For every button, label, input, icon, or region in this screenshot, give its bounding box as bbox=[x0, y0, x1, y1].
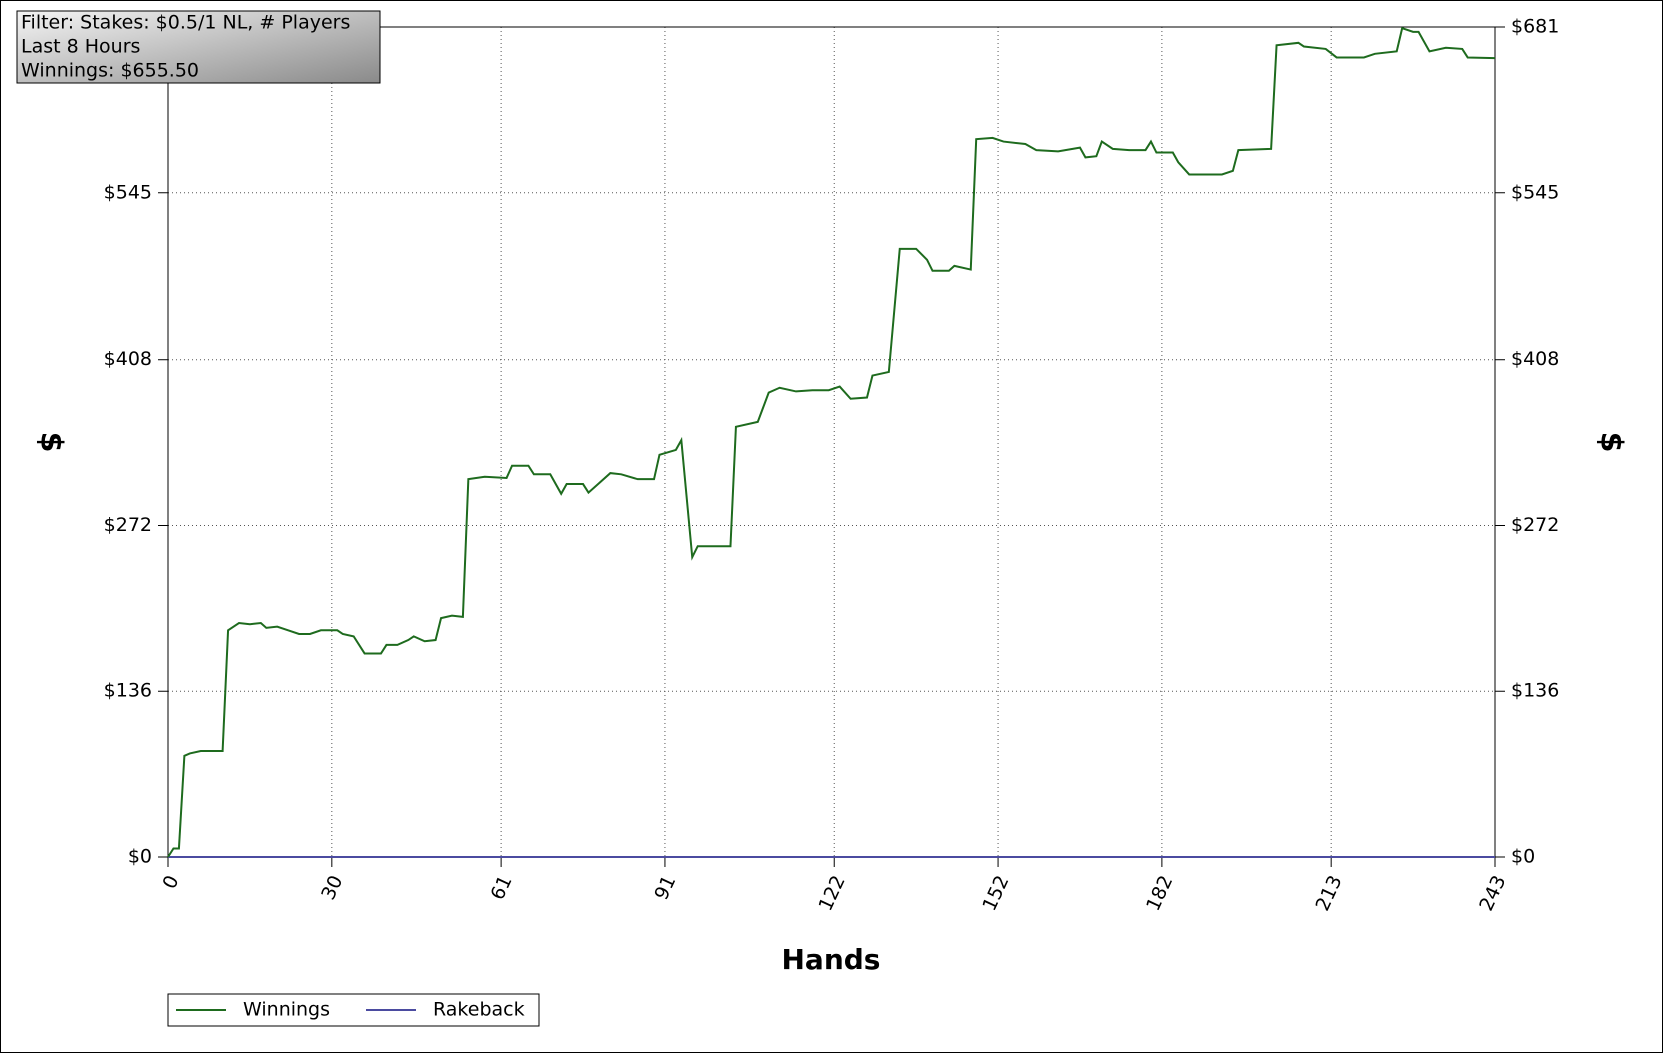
legend-label: Rakeback bbox=[433, 999, 525, 1021]
series-line bbox=[167, 26, 1496, 858]
info-line: Filter: Stakes: $0.5/1 NL, # Players bbox=[21, 12, 350, 34]
y-tick-label: $272 bbox=[104, 514, 152, 536]
info-box bbox=[16, 10, 381, 84]
x-axis-label: Hands bbox=[782, 943, 881, 976]
legend bbox=[167, 993, 540, 1027]
legend-label: Winnings bbox=[243, 999, 330, 1021]
y-tick-label: $408 bbox=[104, 348, 152, 370]
y-tick-label: $136 bbox=[104, 680, 152, 702]
y2-tick-label: $545 bbox=[1511, 181, 1559, 203]
y2-tick-label: $272 bbox=[1511, 514, 1559, 536]
info-line: Last 8 Hours bbox=[21, 36, 140, 58]
y2-tick-label: $0 bbox=[1511, 846, 1535, 868]
y-axis-label: $ bbox=[34, 432, 69, 453]
y2-axis-label: $ bbox=[1594, 432, 1629, 453]
y-tick-label: $0 bbox=[128, 846, 152, 868]
y-tick-label: $545 bbox=[104, 181, 152, 203]
info-line: Winnings: $655.50 bbox=[21, 60, 199, 82]
y2-tick-label: $681 bbox=[1511, 16, 1559, 38]
y2-tick-label: $136 bbox=[1511, 680, 1559, 702]
y2-tick-label: $408 bbox=[1511, 348, 1559, 370]
